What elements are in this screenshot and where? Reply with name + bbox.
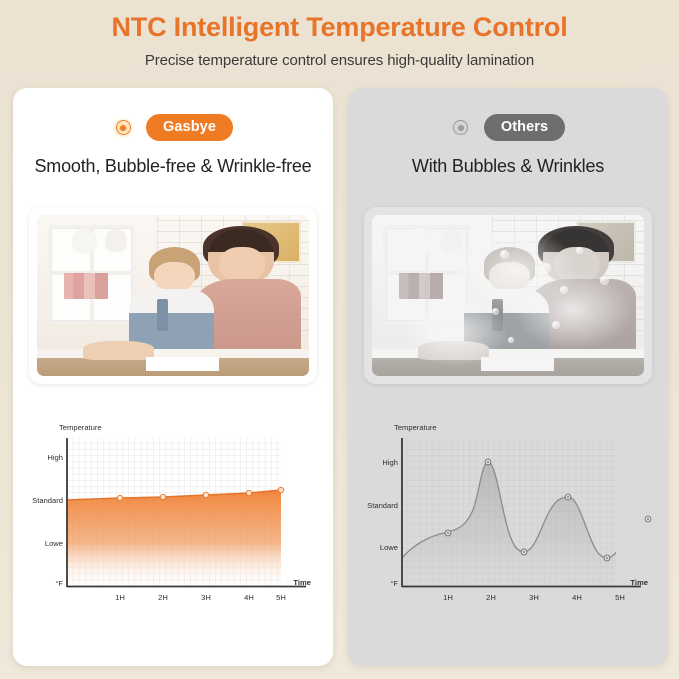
svg-text:High: High [47, 453, 63, 462]
brand-badge-gasbye[interactable]: Gasbye [146, 114, 233, 142]
panel-heading-others: With Bubbles & Wrinkles [411, 156, 605, 176]
svg-text:3H: 3H [529, 593, 539, 602]
photo-frame-gasbye [29, 207, 317, 384]
photo-frame-others [364, 207, 652, 384]
chart-markers-gasbye [116, 486, 285, 502]
chart-ytick-labels-gasbye: High Standard Lowe °F [32, 453, 63, 588]
svg-text:High: High [382, 458, 398, 467]
svg-text:Lowe: Lowe [380, 543, 398, 552]
header: NTC Intelligent Temperature Control Prec… [0, 0, 679, 69]
svg-text:2H: 2H [486, 593, 496, 602]
svg-text:5H: 5H [276, 593, 286, 602]
chart-xlabel-others: Time [630, 578, 648, 587]
svg-text:2H: 2H [158, 593, 168, 602]
brand-badge-others[interactable]: Others [483, 114, 566, 142]
chart-others: Temperature [358, 418, 658, 628]
svg-text:5H: 5H [615, 593, 625, 602]
svg-text:4H: 4H [244, 593, 254, 602]
chart-xtick-labels-gasbye: 1H 2H 3H 4H 5H [115, 593, 286, 602]
chart-xlabel-gasbye: Time [293, 578, 311, 587]
badge-row-others: Others [348, 114, 668, 142]
svg-text:Standard: Standard [32, 496, 63, 505]
chart-ytick-labels-others: High Standard Lowe °F [367, 458, 398, 588]
svg-text:Lowe: Lowe [45, 539, 63, 548]
svg-text:1H: 1H [115, 593, 125, 602]
svg-text:°F: °F [55, 579, 63, 588]
panel-gasbye: Gasbye Smooth, Bubble-free & Wrinkle-fre… [13, 88, 333, 666]
chart-svg-gasbye: Temperature High Standard [32, 423, 311, 602]
radio-unselected-icon[interactable] [450, 117, 471, 138]
page-title: NTC Intelligent Temperature Control [111, 12, 568, 42]
svg-text:4H: 4H [572, 593, 582, 602]
svg-text:°F: °F [390, 579, 398, 588]
svg-text:3H: 3H [201, 593, 211, 602]
chart-ylabel-others: Temperature [394, 423, 437, 432]
chart-svg-others: Temperature [367, 423, 652, 602]
badge-row-gasbye: Gasbye [13, 114, 333, 142]
radio-selected-icon[interactable] [113, 117, 133, 138]
chart-marker-dots-others [447, 461, 649, 559]
chart-gasbye: Temperature High Standard [23, 418, 323, 628]
page-subtitle: Precise temperature control ensures high… [144, 52, 535, 70]
chart-ylabel-gasbye: Temperature [59, 423, 102, 432]
chart-xtick-labels-others: 1H 2H 3H 4H 5H [443, 593, 625, 602]
svg-text:1H: 1H [443, 593, 453, 602]
photo-clear [37, 215, 309, 376]
photo-bubbled [372, 215, 644, 376]
panel-others: Others With Bubbles & Wrinkles [348, 88, 668, 666]
svg-text:Standard: Standard [367, 501, 398, 510]
panel-heading-gasbye: Smooth, Bubble-free & Wrinkle-free [34, 156, 312, 176]
